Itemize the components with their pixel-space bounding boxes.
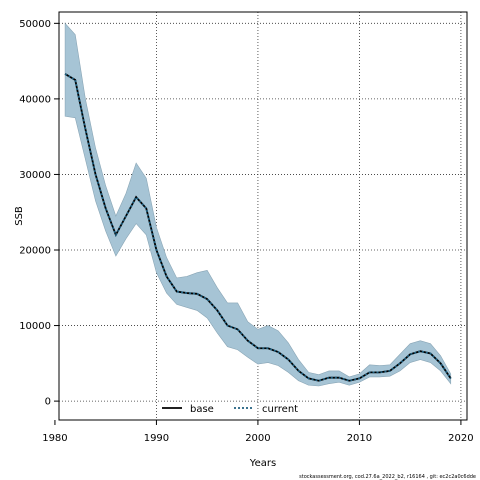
legend: base current [162,404,298,415]
axis-tick-layer: 1980 1990 2000 2010 2020 0 10000 20000 30000 4000… [19,19,473,444]
y-tick-label-40000: 40000 [19,94,51,105]
x-tick-label-2000: 2000 [245,433,270,444]
series-line-current [64,73,452,382]
x-axis-title: Years [249,458,276,469]
y-tick-label-10000: 10000 [19,321,51,332]
x-tick-label-1980: 1980 [42,433,67,444]
y-tick-label-50000: 50000 [19,19,51,30]
y-tick-label-20000: 20000 [19,246,51,257]
y-axis-title: SSB [14,206,25,226]
legend-label-base: base [190,404,214,415]
x-tick-label-2020: 2020 [448,433,473,444]
y-tick-label-0: 0 [45,397,51,408]
y-tick-label-30000: 30000 [19,170,51,181]
legend-label-current: current [262,404,298,415]
plot-frame [58,11,468,421]
series-line-layer [64,73,452,382]
x-tick-label-1990: 1990 [144,433,169,444]
x-tick-label-2010: 2010 [347,433,372,444]
footer-text: stockassessment.org, cod.27.6a_2022_b2, … [299,474,476,480]
